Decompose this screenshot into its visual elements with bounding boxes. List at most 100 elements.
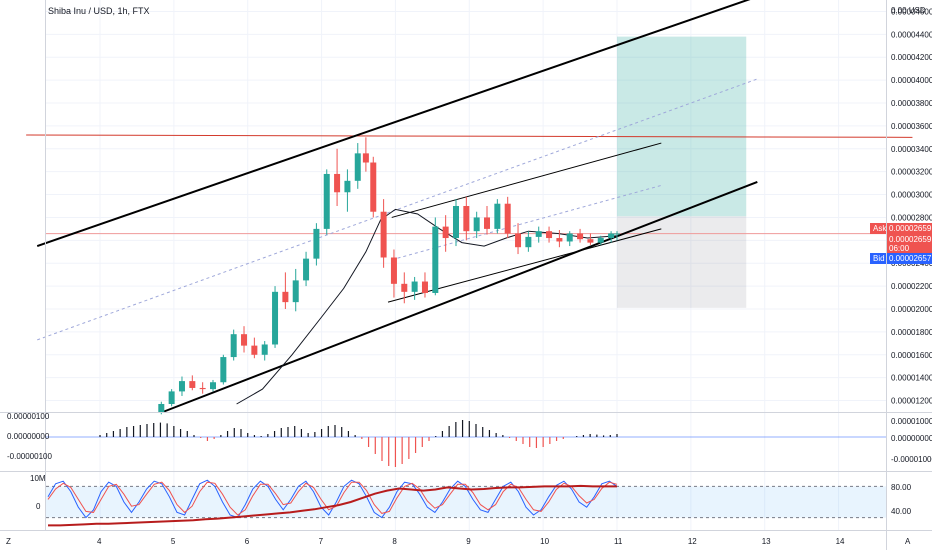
price-tick-label: 0.00004600	[891, 7, 932, 16]
candle-body	[178, 381, 185, 392]
candle-body	[354, 153, 361, 181]
bid-label: Bid	[873, 254, 885, 263]
ask-price: 0.00002659	[889, 224, 932, 233]
candle-body	[220, 357, 227, 383]
time-tick-label: 6	[245, 537, 250, 546]
candle-body	[401, 283, 408, 292]
price-tick-label: 0.00003000	[891, 191, 932, 200]
candle-body	[587, 239, 594, 243]
channel-bottom-line	[162, 181, 758, 413]
price-tick-label: 0.00003600	[891, 122, 932, 131]
time-tick-label: 12	[688, 537, 697, 546]
price-axis-top-label: 0.00 USD	[891, 6, 926, 15]
stoch-d-line	[47, 481, 618, 516]
candle-body	[546, 231, 553, 239]
wedge-midline	[391, 184, 662, 261]
candle-body	[484, 217, 491, 229]
price-tick-label: 0.00003200	[891, 168, 932, 177]
candle-body	[158, 403, 165, 412]
candle-body	[241, 334, 248, 346]
price-tick-label: 0.00004400	[891, 30, 932, 39]
price-tick-label: 0.00001800	[891, 328, 932, 337]
candle-body	[272, 291, 279, 345]
macd-left-tick-top: 0.00000100	[7, 412, 50, 421]
price-tick-label: 0.00002000	[891, 305, 932, 314]
macd-tick-bottom: -0.00001000	[891, 455, 932, 464]
candle-body	[334, 173, 341, 193]
candle-body	[282, 291, 289, 303]
candle-body	[303, 258, 310, 281]
price-tick-label: 0.00001400	[891, 374, 932, 383]
price-tick-label: 0.00003400	[891, 145, 932, 154]
price-tick-label: 0.00002800	[891, 213, 932, 222]
time-tick-label: 10	[540, 537, 549, 546]
candle-body	[390, 257, 397, 284]
time-tick-label: 5	[171, 537, 176, 546]
candle-body	[494, 203, 501, 229]
macd-tick-top: 0.00001000	[891, 417, 932, 426]
time-tick-label: 14	[836, 537, 845, 546]
position-target-zone	[617, 36, 747, 217]
price-tick-label: 0.00004200	[891, 53, 932, 62]
candle-body	[261, 344, 268, 355]
stoch-left-tick-zero: 0	[36, 502, 41, 511]
candle-body	[597, 238, 604, 243]
bid-price: 0.00002657	[889, 254, 932, 263]
candle-body	[577, 233, 584, 240]
candle-body	[504, 203, 511, 234]
channel-top-line	[36, 0, 751, 248]
resistance-line	[26, 134, 913, 138]
candle-body	[463, 206, 470, 232]
price-tick-label: 0.00002200	[891, 282, 932, 291]
countdown: 06:00	[889, 244, 910, 253]
candle-body	[556, 238, 563, 242]
stochastic-pane[interactable]	[46, 479, 886, 527]
candle-body	[189, 381, 196, 388]
stoch-tick-40: 40.00	[891, 507, 912, 516]
macd-left-tick-mid: 0.00000000	[7, 432, 50, 441]
price-tick-label: 0.00004000	[891, 76, 932, 85]
stoch-left-tick-top: 10M	[30, 474, 46, 483]
bid-quote: Bid 0.00002657	[870, 253, 932, 264]
candle-body	[608, 233, 615, 239]
candle-body	[199, 387, 206, 390]
candle-body	[473, 217, 480, 232]
time-tick-label: 7	[319, 537, 324, 546]
macd-tick-mid: 0.00000000	[891, 434, 932, 443]
corner-left-label[interactable]: Z	[6, 537, 11, 546]
candle-body	[442, 226, 449, 239]
candle-body	[313, 228, 320, 259]
candle-body	[614, 233, 620, 235]
candle-body	[230, 334, 237, 358]
macd-pane[interactable]	[46, 420, 886, 467]
candle-body	[421, 281, 428, 293]
last-price-quote: 0.00002659 06:00	[887, 234, 932, 253]
position-stop-zone	[617, 216, 747, 308]
candle-body	[566, 233, 573, 242]
last-price: 0.00002659	[889, 235, 932, 244]
candle-body	[380, 211, 387, 258]
time-tick-label: 8	[392, 537, 397, 546]
macd-left-tick-bottom: -0.00000100	[7, 452, 52, 461]
chart-title: Shiba Inu / USD, 1h, FTX	[48, 6, 150, 16]
corner-right-label[interactable]: A	[905, 537, 911, 546]
candle-body	[251, 345, 258, 355]
stoch-volume-line	[48, 484, 617, 527]
candle-body	[370, 162, 377, 212]
candle-body	[525, 236, 532, 248]
candle-body	[323, 173, 330, 229]
channel-midline	[37, 78, 758, 341]
price-tick-label: 0.00001600	[891, 351, 932, 360]
ask-label: Ask	[873, 224, 887, 233]
candle-body	[535, 231, 542, 237]
stoch-tick-80: 80.00	[891, 483, 912, 492]
candle-body	[292, 280, 299, 303]
long-position-tool[interactable]	[617, 36, 747, 308]
wedge-top-line	[391, 142, 662, 218]
time-tick-label: 9	[466, 537, 471, 546]
candle-body	[452, 206, 459, 239]
candle-body	[411, 281, 418, 292]
price-tick-label: 0.00003800	[891, 99, 932, 108]
candlesticks[interactable]	[158, 137, 620, 415]
